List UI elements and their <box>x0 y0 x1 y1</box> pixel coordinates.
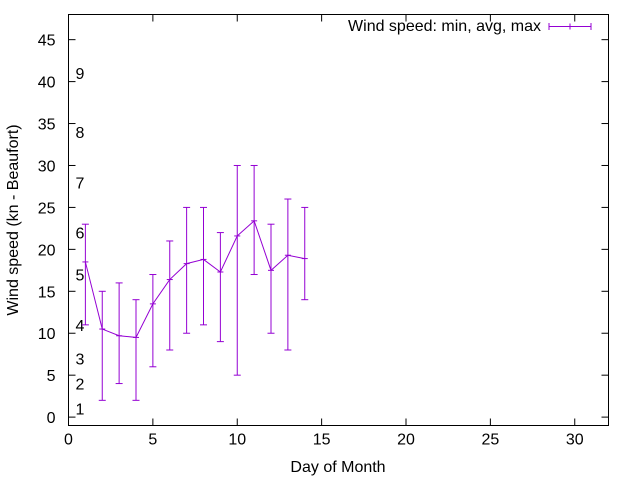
series-layer <box>81 164 309 401</box>
y-tick-label: 0 <box>47 410 56 427</box>
beaufort-label: 1 <box>76 402 85 419</box>
error-bar <box>301 206 309 301</box>
error-bar <box>267 223 275 334</box>
beaufort-label: 5 <box>76 268 85 285</box>
error-bar <box>149 274 157 368</box>
x-tick-label: 25 <box>481 432 499 449</box>
error-bar <box>166 240 174 351</box>
x-tick-label: 0 <box>64 432 73 449</box>
y-tick-label: 20 <box>38 242 56 259</box>
beaufort-label: 8 <box>76 125 85 142</box>
error-bar <box>200 206 207 326</box>
legend: Wind speed: min, avg, max <box>348 18 592 35</box>
beaufort-label: 6 <box>76 226 85 243</box>
beaufort-label: 7 <box>76 175 85 192</box>
y-tick-label: 45 <box>38 33 56 50</box>
x-tick-label: 30 <box>566 432 584 449</box>
beaufort-label: 2 <box>76 377 85 394</box>
x-axis-ticks: 0 5 10 15 20 25 30 <box>64 14 584 449</box>
y-tick-label: 35 <box>38 117 56 134</box>
error-bar <box>233 164 241 376</box>
y-tick-label: 15 <box>38 284 56 301</box>
y-axis-title: Wind speed (kn - Beaufort) <box>5 124 22 315</box>
error-bar <box>115 282 123 385</box>
x-tick-label: 15 <box>313 432 331 449</box>
error-bar <box>132 299 140 401</box>
y-tick-label: 5 <box>47 368 56 385</box>
legend-label: Wind speed: min, avg, max <box>348 18 541 35</box>
x-tick-label: 10 <box>228 432 246 449</box>
beaufort-label: 4 <box>76 318 85 335</box>
error-bar <box>284 198 292 351</box>
x-tick-label: 5 <box>148 432 157 449</box>
error-bar <box>81 223 89 326</box>
error-bar <box>98 290 106 401</box>
beaufort-scale-labels: 1 2 3 4 5 6 7 8 9 <box>76 66 85 419</box>
error-bar <box>250 164 258 276</box>
plot-frame <box>68 14 609 426</box>
x-tick-label: 20 <box>397 432 415 449</box>
error-bar <box>216 232 224 343</box>
y-tick-label: 10 <box>38 326 56 343</box>
error-bar <box>183 206 191 334</box>
legend-sample <box>548 23 592 30</box>
x-axis-title: Day of Month <box>290 459 385 476</box>
y-tick-label: 40 <box>38 75 56 92</box>
y-tick-label: 30 <box>38 158 56 175</box>
y-tick-label: 25 <box>38 200 56 217</box>
beaufort-label: 9 <box>76 66 85 83</box>
series-line <box>84 219 305 338</box>
beaufort-label: 3 <box>76 351 85 368</box>
